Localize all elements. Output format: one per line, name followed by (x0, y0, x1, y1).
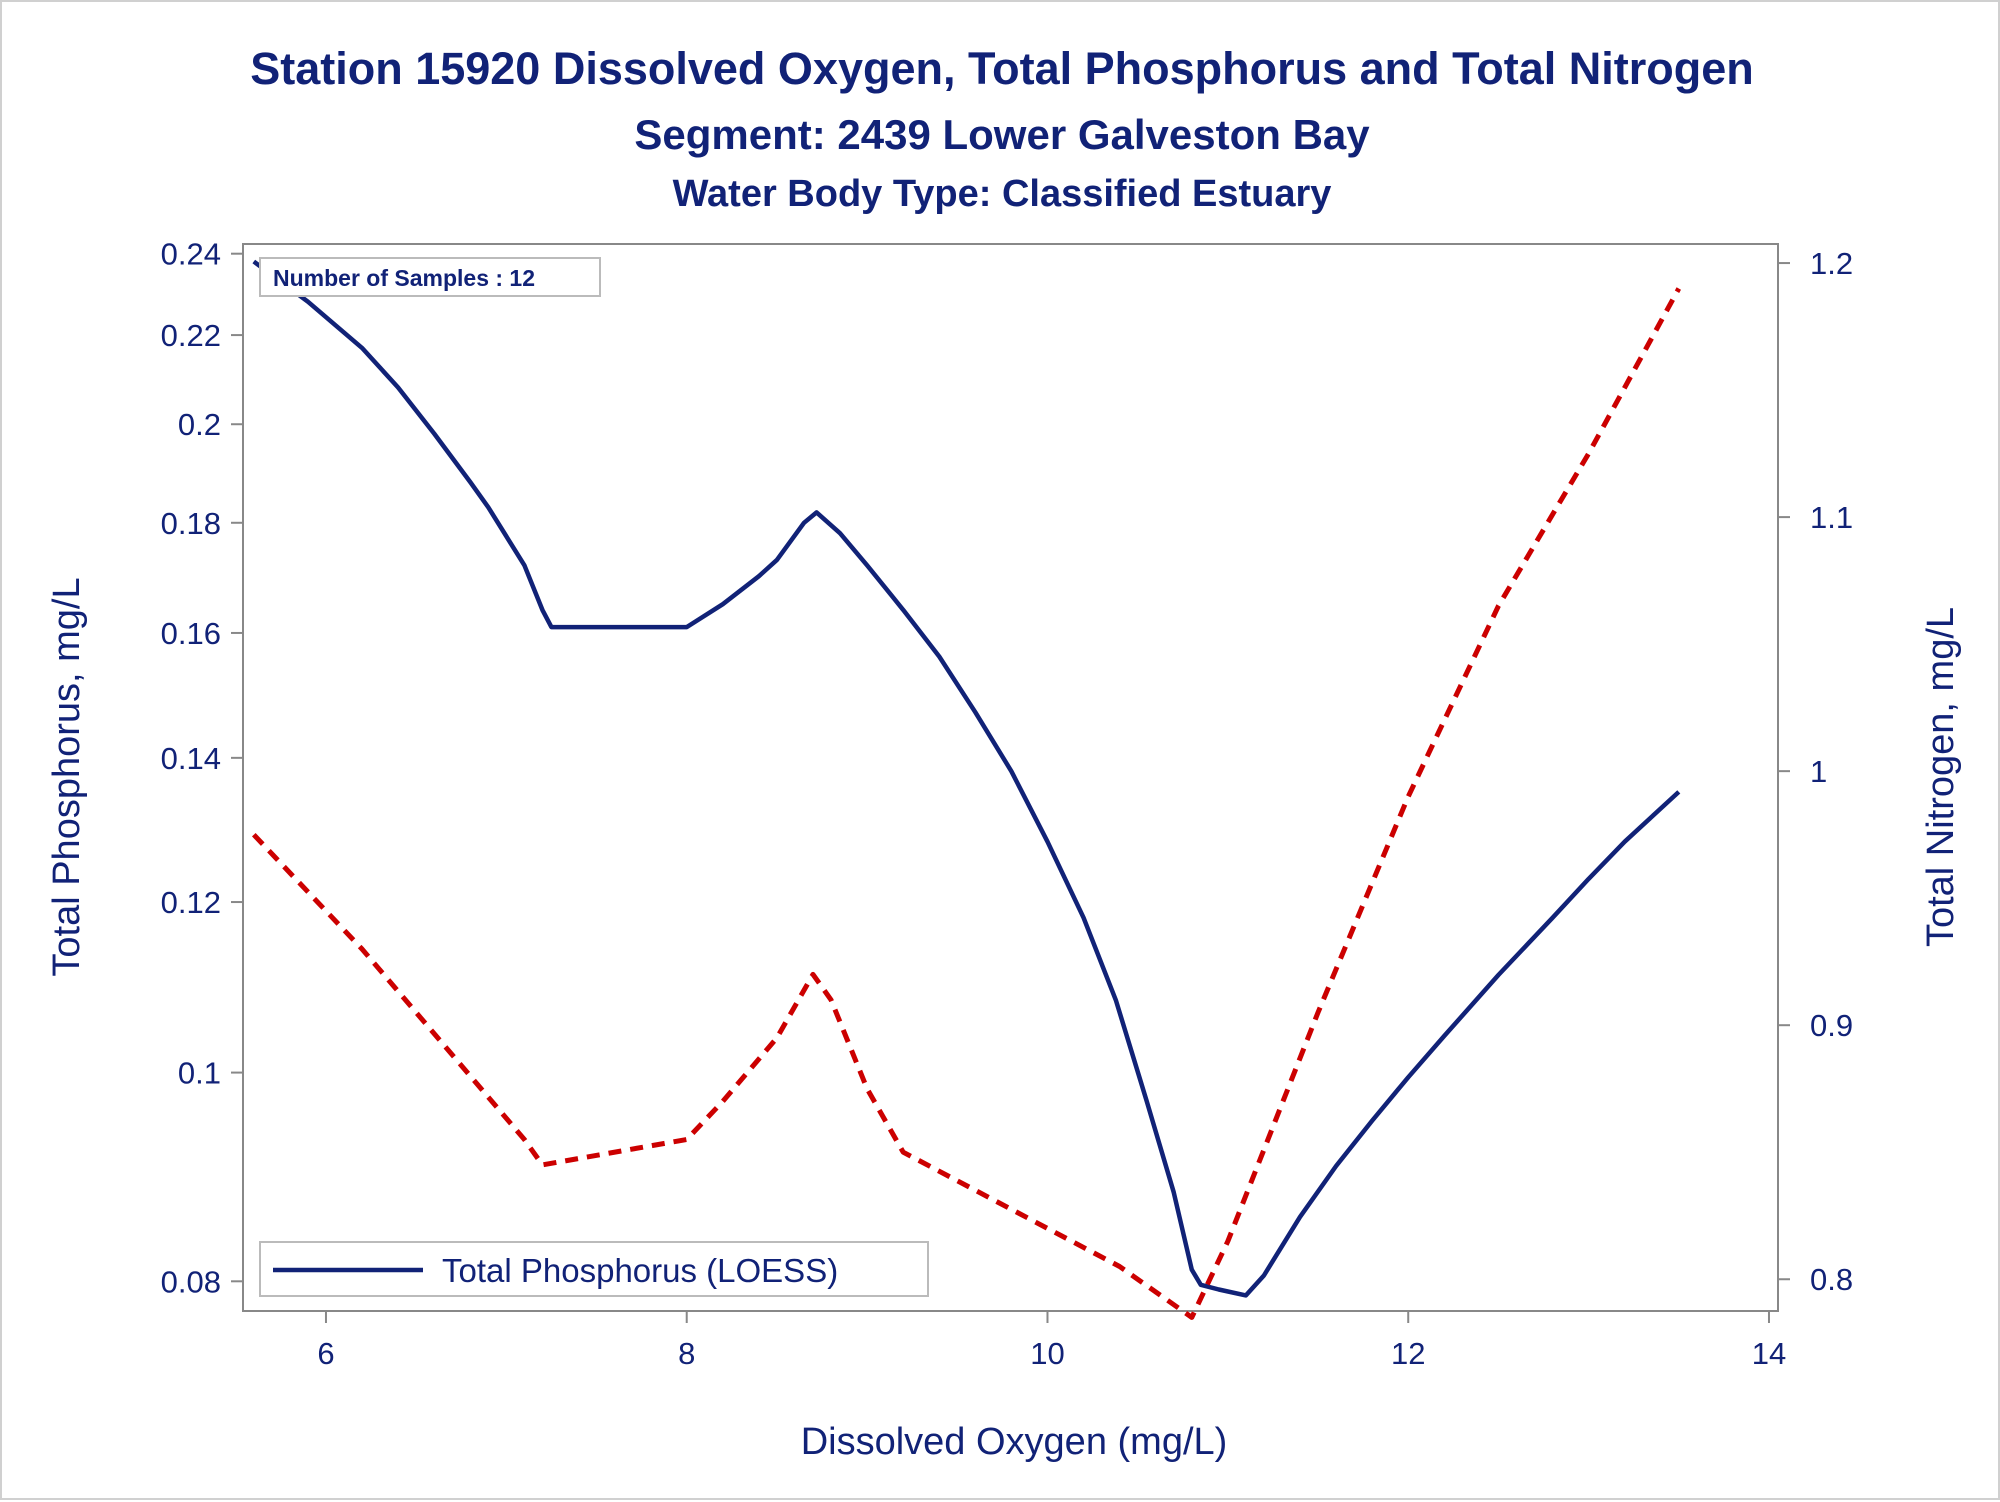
y2-tick-label: 1.1 (1810, 500, 1853, 535)
y2-tick-label: 1 (1810, 754, 1827, 789)
y-tick-label: 0.12 (161, 885, 221, 920)
y2-tick-label: 1.2 (1810, 246, 1853, 281)
nitrogen-line (251, 287, 1681, 1320)
chart-subtitle: Segment: 2439 Lower Galveston Bay (634, 111, 1370, 158)
y-tick-label: 0.16 (161, 616, 221, 651)
y-axis-left: 0.08 0.1 0.12 0.14 0.16 0.18 0.2 0.22 0.24 (161, 237, 243, 1299)
x-tick-label: 10 (1030, 1336, 1064, 1371)
plot-area (242, 243, 1779, 1312)
y-tick-label: 0.2 (178, 407, 221, 442)
y-tick-label: 0.22 (161, 318, 221, 353)
y-tick-label: 0.08 (161, 1264, 221, 1299)
x-axis-label: Dissolved Oxygen (mg/L) (801, 1421, 1228, 1463)
chart-subtitle-2: Water Body Type: Classified Estuary (673, 173, 1332, 215)
legend-label-phosphorus: Total Phosphorus (LOESS) (442, 1252, 838, 1289)
x-tick-label: 8 (678, 1336, 695, 1371)
x-tick-label: 14 (1752, 1336, 1786, 1371)
series-layer (251, 259, 1681, 1320)
y2-tick-label: 0.8 (1810, 1262, 1853, 1297)
y-tick-label: 0.18 (161, 506, 221, 541)
y-axis-label: Total Phosphorus, mg/L (46, 577, 88, 976)
y-tick-label: 0.14 (161, 741, 221, 776)
y-tick-label: 0.24 (161, 237, 221, 272)
y-tick-label: 0.1 (178, 1056, 221, 1091)
sample-count-box (259, 257, 601, 297)
y2-axis-label: Total Nitrogen, mg/L (1920, 607, 1962, 947)
chart-title: Station 15920 Dissolved Oxygen, Total Ph… (250, 43, 1754, 94)
sample-count-label: Number of Samples : 12 (273, 265, 535, 291)
x-tick-label: 6 (317, 1336, 334, 1371)
y-axis-right: 0.8 0.9 1 1.1 1.2 (1778, 246, 1853, 1297)
y2-tick-label: 0.9 (1810, 1008, 1853, 1043)
x-axis: 6 8 10 12 14 (317, 1311, 1786, 1371)
phosphorus-loess-line (252, 259, 1681, 1298)
x-tick-label: 12 (1391, 1336, 1425, 1371)
